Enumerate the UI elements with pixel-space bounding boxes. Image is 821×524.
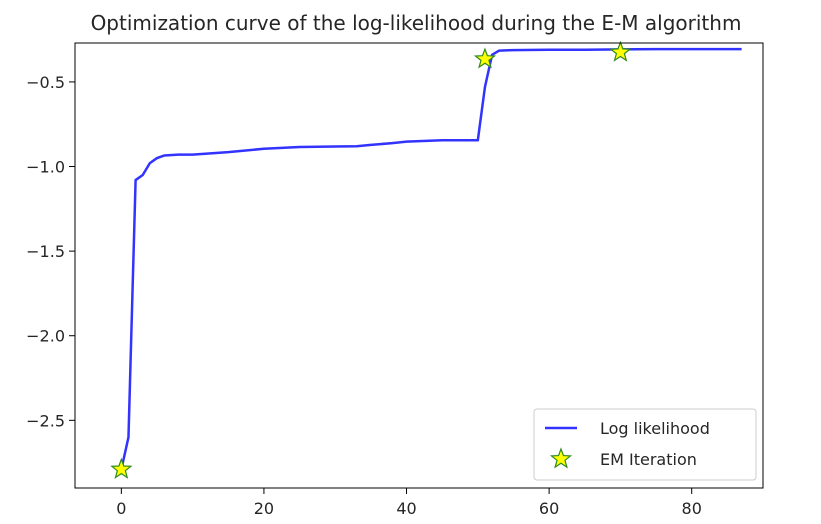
x-tick-label: 60 bbox=[539, 499, 559, 518]
legend-star-swatch bbox=[549, 447, 573, 469]
y-tick-label: −1.5 bbox=[26, 242, 65, 261]
y-tick-label: −0.5 bbox=[26, 73, 65, 92]
y-tick-label: −2.0 bbox=[26, 327, 65, 346]
x-tick-label: 80 bbox=[682, 499, 702, 518]
legend-box bbox=[533, 408, 757, 481]
y-axis: −0.5 −1.0 −1.5 −2.0 −2.5 bbox=[26, 73, 75, 430]
axes-frame bbox=[74, 42, 764, 489]
plot-area bbox=[110, 40, 742, 479]
y-tick-label: −2.5 bbox=[26, 411, 65, 430]
x-tick-label: 0 bbox=[116, 499, 126, 518]
chart-title: Optimization curve of the log-likelihood… bbox=[91, 11, 742, 35]
legend-label-log-likelihood: Log likelihood bbox=[600, 419, 710, 438]
y-tick-label: −1.0 bbox=[26, 158, 65, 177]
em-iteration-point bbox=[110, 457, 133, 479]
x-axis: 0 20 40 60 80 bbox=[116, 488, 702, 518]
legend: Log likelihood EM Iteration bbox=[533, 408, 757, 481]
em-iteration-point bbox=[609, 40, 632, 62]
series-line-log-likelihood bbox=[120, 47, 742, 470]
x-tick-label: 40 bbox=[396, 499, 416, 518]
legend-label-em-iteration: EM Iteration bbox=[600, 450, 697, 469]
em-iteration-point bbox=[473, 47, 497, 69]
x-tick-label: 20 bbox=[254, 499, 274, 518]
